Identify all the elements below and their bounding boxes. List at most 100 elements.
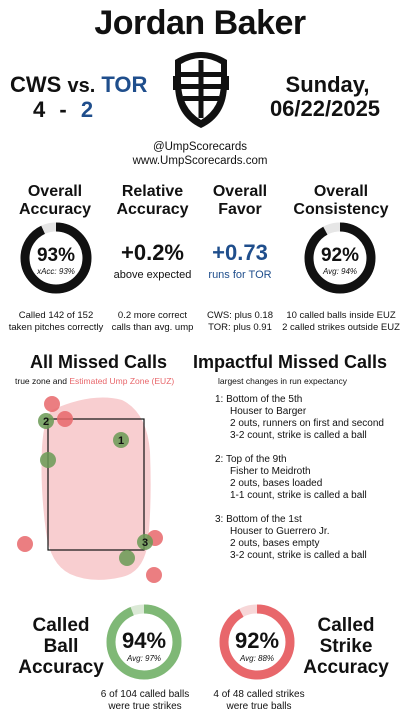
called-strike-value: 92% <box>234 628 280 653</box>
overall-accuracy-ring <box>20 222 92 294</box>
overall-favor-value: +0.73 <box>212 240 268 265</box>
impactful-item-3-situation: 2 outs, bases empty <box>230 538 320 549</box>
impactful-item-3-count: 3-2 count, strike is called a ball <box>230 550 367 561</box>
missed-strike-point <box>44 396 60 412</box>
overall-favor-title-line2: Favor <box>218 201 262 218</box>
impactful-item-1-num: 1: <box>215 394 224 405</box>
impactful-item-3-matchup: Houser to Guerrero Jr. <box>230 526 330 537</box>
missed-call-label-1: 1 <box>118 435 124 447</box>
missed-strike-point <box>146 567 162 583</box>
overall-favor-title-line1: Overall <box>212 183 268 200</box>
called-ball-label-line1: Called <box>32 615 90 636</box>
overall-consistency-ring <box>304 222 376 294</box>
overall-accuracy-title-line1: Overall <box>27 183 83 200</box>
called-strike-note: 4 of 48 called strikes were true balls <box>194 689 324 713</box>
impactful-item-2-matchup: Fisher to Meidroth <box>230 466 311 477</box>
called-strike-ring <box>219 604 295 680</box>
missed-calls-legend: true zone and Estimated Ump Zone (EUZ) <box>15 376 174 386</box>
away-score: 4 <box>33 97 46 122</box>
missed-call-label-3: 3 <box>142 537 148 549</box>
legend-euz: Estimated Ump Zone (EUZ) <box>69 376 175 386</box>
overall-accuracy-title: Overall Accuracy <box>5 183 105 219</box>
missed-ball-point <box>119 550 135 566</box>
twitter-handle[interactable]: @UmpScorecards <box>152 141 248 153</box>
home-score: 2 <box>80 97 94 122</box>
relative-accuracy-value: +0.2% <box>121 240 184 265</box>
missed-call-label-2: 2 <box>43 416 49 428</box>
overall-consistency-note-line2: 2 called strikes outside EUZ <box>282 321 400 333</box>
called-ball-label: Called Ball Accuracy <box>15 615 107 678</box>
overall-favor-title: Overall Favor <box>200 183 280 219</box>
called-ball-ring <box>106 604 182 680</box>
score-line: 4 - 2 <box>33 97 93 123</box>
relative-accuracy-title-line2: Accuracy <box>116 201 189 218</box>
euz-shape <box>41 397 151 580</box>
missed-ball-point-1 <box>113 432 129 448</box>
overall-accuracy-xacc: xAcc: 93% <box>37 267 75 276</box>
called-strike-note-line1: 4 of 48 called strikes <box>213 689 305 700</box>
called-strike-label-line1: Called <box>317 615 375 636</box>
called-strike-label-line3: Accuracy <box>303 657 389 678</box>
overall-consistency-note: 10 called balls inside EUZ 2 called stri… <box>282 310 400 333</box>
called-ball-label-line3: Accuracy <box>18 657 104 678</box>
called-ball-note-line1: 6 of 104 called balls <box>100 689 190 700</box>
impactful-item-3-inning: Bottom of the 1st <box>226 514 302 525</box>
impactful-item-2-num: 2: <box>215 454 224 465</box>
missed-calls-plot: 1 2 3 <box>17 396 163 583</box>
missed-ball-point-3 <box>137 534 153 550</box>
missed-calls-title: All Missed Calls <box>30 352 168 372</box>
impactful-item-3-num: 3: <box>215 514 224 525</box>
impactful-item-1-count: 3-2 count, strike is called a ball <box>230 430 367 441</box>
called-ball-note: 6 of 104 called balls were true strikes <box>80 689 210 713</box>
called-ball-value: 94% <box>121 628 167 653</box>
overall-favor-note: CWS: plus 0.18 TOR: plus 0.91 <box>198 310 282 333</box>
legend-true-zone: true zone and <box>15 376 70 386</box>
true-zone <box>47 418 145 551</box>
overall-favor-note-line2: TOR: plus 0.91 <box>208 321 272 333</box>
missed-strike-point <box>57 411 73 427</box>
impactful-item-1-situation: 2 outs, runners on first and second <box>230 418 384 429</box>
impactful-item-2: 2: Top of the 9th Fisher to Meidroth 2 o… <box>215 454 367 502</box>
called-ball-label-line2: Ball <box>43 636 79 657</box>
overall-consistency-avg: Avg: 94% <box>322 267 358 276</box>
relative-accuracy-title: Relative Accuracy <box>105 183 200 219</box>
missed-ball-point <box>40 452 56 468</box>
impactful-item-1-matchup: Houser to Barger <box>230 406 307 417</box>
overall-accuracy-note-line1: Called 142 of 152 <box>18 310 94 321</box>
away-team: CWS <box>10 72 62 97</box>
impactful-item-3: 3: Bottom of the 1st Houser to Guerrero … <box>215 514 367 562</box>
impactful-item-2-count: 1-1 count, strike is called a ball <box>230 490 367 501</box>
called-strike-label-line2: Strike <box>319 636 373 657</box>
home-team: TOR <box>101 72 148 97</box>
called-ball-avg: Avg: 97% <box>126 654 162 663</box>
overall-favor-note-line1: CWS: plus 0.18 <box>207 310 273 321</box>
missed-strike-point <box>17 536 33 552</box>
impactful-item-2-situation: 2 outs, bases loaded <box>230 478 323 489</box>
called-strike-label: Called Strike Accuracy <box>296 615 396 678</box>
overall-consistency-note-line1: 10 called balls inside EUZ <box>286 310 396 321</box>
umpire-name: Jordan Baker <box>94 4 306 42</box>
website-link[interactable]: www.UmpScorecards.com <box>132 155 268 167</box>
relative-accuracy-sub: above expected <box>113 269 192 281</box>
credits: @UmpScorecards www.UmpScorecards.com <box>0 140 400 168</box>
overall-consistency-value: 92% <box>320 245 360 266</box>
overall-accuracy-title-line2: Accuracy <box>18 201 92 218</box>
impactful-item-2-inning: Top of the 9th <box>225 454 287 465</box>
impactful-title: Impactful Missed Calls <box>193 352 388 372</box>
overall-accuracy-value: 93% <box>36 245 76 266</box>
missed-ball-point-2 <box>38 413 54 429</box>
overall-accuracy-note-line2: taken pitches correctly <box>8 321 104 333</box>
relative-accuracy-note-line1: 0.2 more correct <box>117 310 188 321</box>
called-strike-note-line2: were true balls <box>226 701 292 712</box>
overall-consistency-title-line2: Consistency <box>293 201 389 218</box>
overall-consistency-title: Overall Consistency <box>282 183 400 219</box>
impactful-item-1: 1: Bottom of the 5th Houser to Barger 2 … <box>215 394 384 442</box>
overall-favor-sub: runs for TOR <box>208 269 272 281</box>
called-strike-avg: Avg: 88% <box>239 654 275 663</box>
matchup: CWS vs. TOR <box>10 72 147 98</box>
overall-consistency-title-line1: Overall <box>313 183 369 200</box>
umpire-mask-icon <box>173 52 229 128</box>
vs-label: vs. <box>67 75 96 97</box>
overall-accuracy-note: Called 142 of 152 taken pitches correctl… <box>0 310 112 333</box>
date-value: 06/22/2025 <box>269 96 381 121</box>
